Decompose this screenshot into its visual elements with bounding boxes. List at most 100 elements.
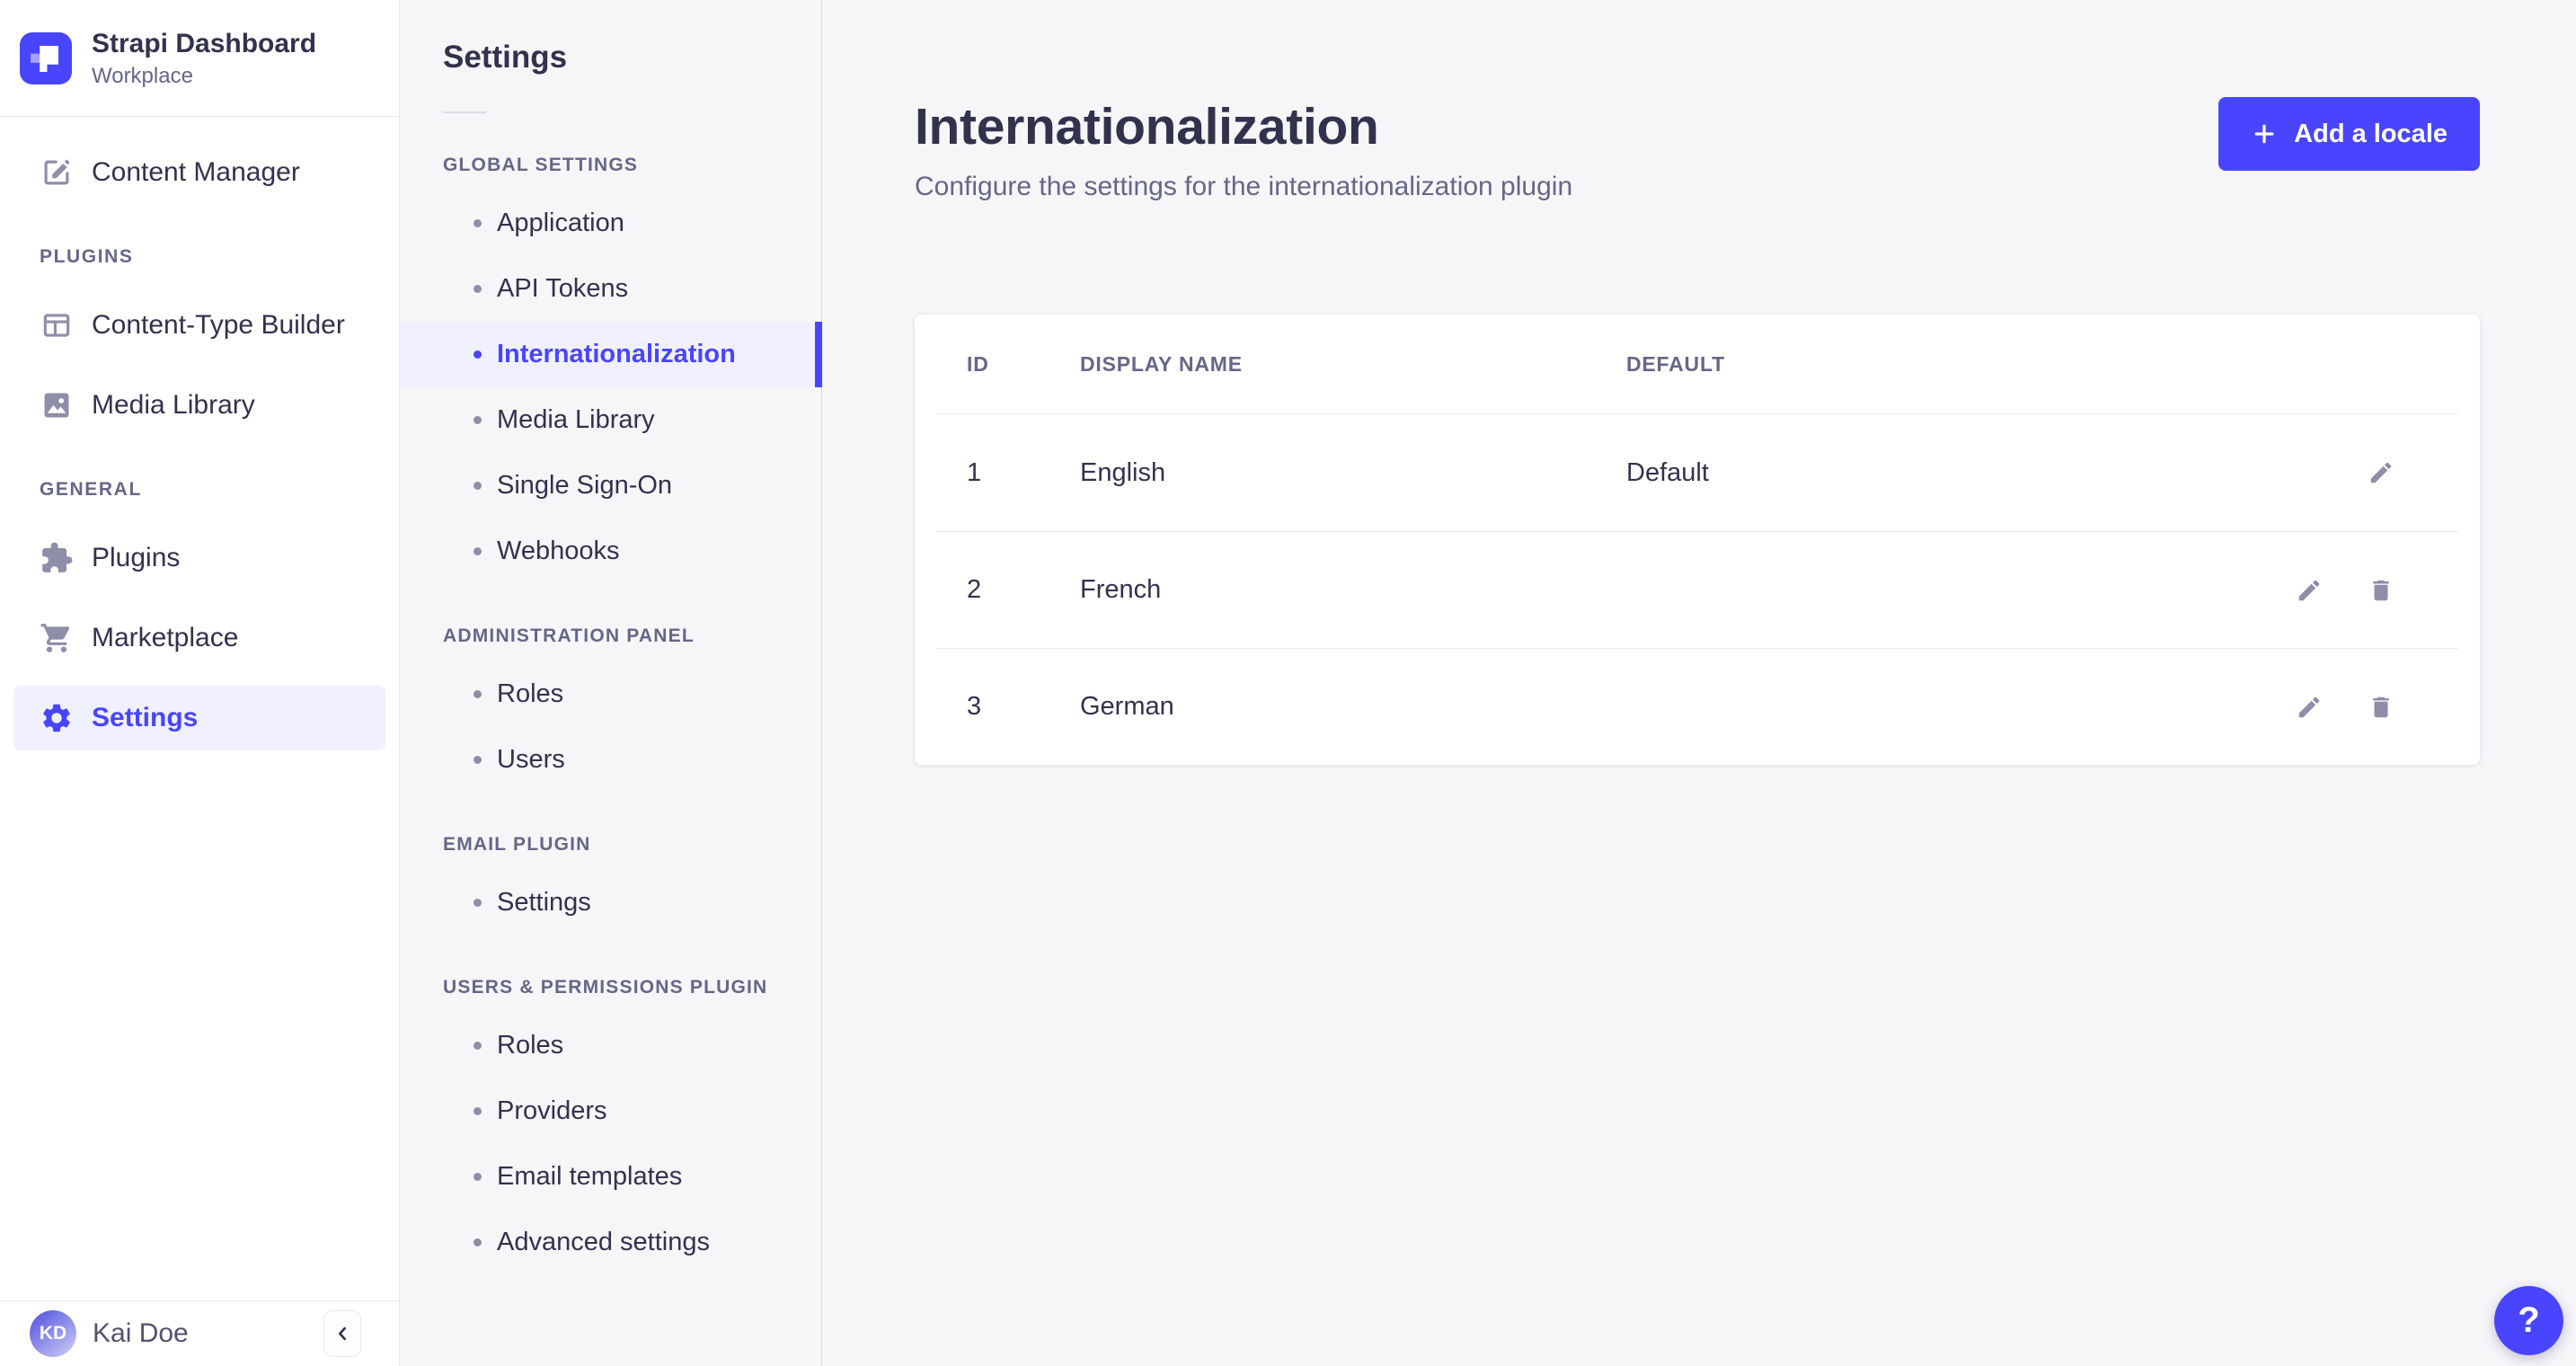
help-button[interactable]: ? [2494, 1286, 2563, 1355]
bullet-icon [474, 1173, 482, 1181]
row-actions [2239, 457, 2428, 489]
subnav-item-label: Application [497, 208, 624, 237]
bullet-icon [474, 1042, 482, 1050]
edit-locale-button[interactable] [2293, 574, 2325, 607]
column-header-display-name: DISPLAY NAME [1080, 351, 1243, 376]
workspace-label: Workplace [92, 63, 193, 88]
column-header-default: DEFAULT [1626, 351, 1725, 376]
subnav-section-email-plugin: EMAIL PLUGIN Settings [400, 834, 821, 936]
subnav-item-label: Providers [497, 1096, 607, 1125]
delete-locale-button[interactable] [2365, 574, 2397, 607]
bullet-icon [474, 899, 482, 907]
edit-locale-button[interactable] [2365, 457, 2397, 489]
page-header: Internationalization Configure the setti… [915, 0, 2480, 203]
nav-item-label: Content-Type Builder [92, 310, 345, 340]
content-type-builder-icon [40, 308, 74, 342]
subnav-item-email-settings[interactable]: Settings [400, 870, 821, 936]
bullet-icon [474, 350, 482, 359]
subnav-item-label: Single Sign-On [497, 471, 673, 500]
add-locale-button-label: Add a locale [2294, 119, 2448, 148]
subnav-item-label: Settings [497, 888, 591, 917]
subnav-section-global-settings: GLOBAL SETTINGS Application API Tokens I… [400, 155, 822, 584]
cell-display-name: French [1080, 575, 1162, 604]
subnav-item-admin-users[interactable]: Users [400, 727, 821, 793]
gear-icon [40, 701, 74, 735]
avatar: KD [30, 1310, 76, 1357]
subnav-item-application[interactable]: Application [400, 191, 821, 256]
nav-item-content-manager[interactable]: Content Manager [13, 140, 385, 205]
subnav-item-advanced-settings[interactable]: Advanced settings [400, 1210, 821, 1275]
brand-text: Strapi Dashboard Workplace [92, 28, 316, 89]
locale-row-french[interactable]: 2 French [936, 531, 2458, 648]
locales-table: ID DISPLAY NAME DEFAULT 1 English Defaul… [915, 315, 2480, 765]
locale-row-german[interactable]: 3 German [936, 648, 2458, 765]
bullet-icon [474, 1107, 482, 1115]
subnav-title: Settings [443, 40, 568, 75]
subnav-item-label: Internationalization [497, 340, 736, 368]
locales-table-card: ID DISPLAY NAME DEFAULT 1 English Defaul… [915, 315, 2480, 765]
subnav-item-label: Users [497, 745, 565, 774]
subnav-item-api-tokens[interactable]: API Tokens [400, 256, 821, 322]
nav-item-label: Plugins [92, 543, 181, 572]
bullet-icon [474, 756, 482, 764]
add-locale-button[interactable]: Add a locale [2218, 97, 2480, 171]
cell-default: Default [1626, 457, 1709, 487]
subnav-section-title: EMAIL PLUGIN [443, 834, 591, 855]
bullet-icon [474, 1238, 482, 1246]
nav-item-label: Media Library [92, 390, 255, 420]
delete-locale-button[interactable] [2365, 691, 2397, 723]
row-actions [2239, 691, 2428, 723]
subnav-item-email-templates[interactable]: Email templates [400, 1144, 821, 1210]
nav-item-media-library[interactable]: Media Library [13, 373, 385, 438]
nav-item-label: Settings [92, 703, 199, 732]
subnav-item-media-library[interactable]: Media Library [400, 387, 821, 453]
nav-item-settings[interactable]: Settings [13, 686, 385, 750]
user-name: Kai Doe [93, 1318, 189, 1348]
media-library-icon [40, 388, 74, 422]
app-title: Strapi Dashboard [92, 28, 317, 58]
shopping-cart-icon [40, 621, 74, 655]
nav-item-plugins[interactable]: Plugins [13, 526, 385, 590]
subnav-item-label: Media Library [497, 405, 655, 434]
subnav-item-label: Advanced settings [497, 1228, 710, 1256]
subnav-item-admin-roles[interactable]: Roles [400, 661, 821, 727]
subnav-item-providers[interactable]: Providers [400, 1078, 821, 1144]
bullet-icon [474, 219, 482, 227]
cell-id: 2 [967, 575, 982, 604]
locale-row-english[interactable]: 1 English Default [936, 414, 2458, 531]
subnav-item-webhooks[interactable]: Webhooks [400, 519, 821, 584]
column-header-id: ID [967, 351, 989, 376]
subnav-item-label: Webhooks [497, 537, 620, 565]
main-nav: Content Manager PLUGINS Content-Type Bui… [0, 117, 399, 1300]
cell-id: 3 [967, 692, 982, 721]
main-content: Internationalization Configure the setti… [822, 0, 2576, 1366]
row-actions [2239, 574, 2428, 607]
nav-item-content-type-builder[interactable]: Content-Type Builder [13, 293, 385, 358]
subnav-item-single-sign-on[interactable]: Single Sign-On [400, 453, 821, 519]
nav-item-label: Content Manager [92, 157, 300, 187]
nav-section-title: PLUGINS [40, 246, 134, 267]
sidebar-footer: KD Kai Doe [0, 1300, 399, 1366]
bullet-icon [474, 547, 482, 555]
settings-subnav: Settings GLOBAL SETTINGS Application API… [400, 0, 822, 1366]
table-header-row: ID DISPLAY NAME DEFAULT [936, 315, 2458, 414]
subnav-item-label: Roles [497, 679, 564, 708]
subnav-item-internationalization[interactable]: Internationalization [400, 322, 822, 387]
content-manager-icon [40, 155, 74, 190]
page-subtitle: Configure the settings for the internati… [915, 172, 1573, 201]
bullet-icon [474, 285, 482, 293]
bullet-icon [474, 416, 482, 424]
subnav-section-title: USERS & PERMISSIONS PLUGIN [443, 977, 768, 998]
edit-locale-button[interactable] [2293, 691, 2325, 723]
subnav-section-administration-panel: ADMINISTRATION PANEL Roles Users [400, 625, 821, 793]
question-mark-icon: ? [2518, 1300, 2540, 1340]
nav-item-marketplace[interactable]: Marketplace [13, 606, 385, 670]
collapse-sidebar-button[interactable] [323, 1310, 361, 1357]
sidebar: Strapi Dashboard Workplace Content Manag… [0, 0, 400, 1366]
subnav-item-up-roles[interactable]: Roles [400, 1013, 821, 1078]
cell-display-name: English [1080, 457, 1166, 487]
subnav-section-users-permissions: USERS & PERMISSIONS PLUGIN Roles Provide… [400, 977, 821, 1275]
nav-section-general: GENERAL Plugins Marketplace [13, 479, 385, 750]
puzzle-icon [40, 541, 74, 575]
